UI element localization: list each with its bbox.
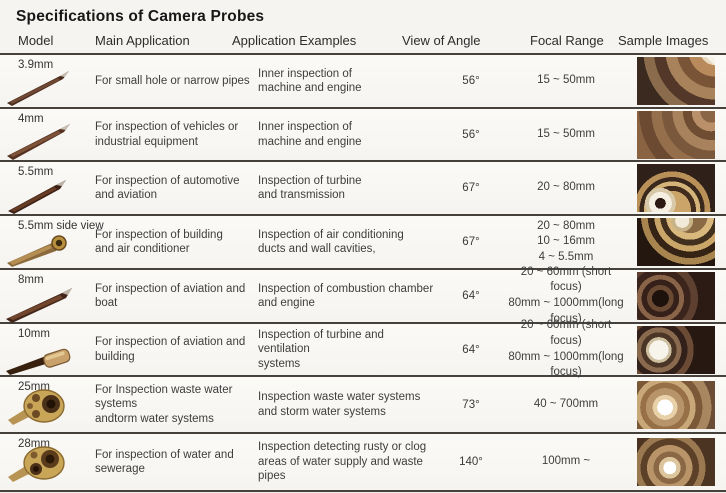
application-examples: Inspection waste water systems and storm… xyxy=(258,391,421,418)
page-title: Specifications of Camera Probes xyxy=(16,8,265,25)
focal-range: 40 ~ 700mm xyxy=(533,397,599,410)
main-application: For inspection of vehicles or industrial… xyxy=(95,121,239,148)
view-of-angle: 64° xyxy=(462,343,480,356)
focal-range: 20 ~ 80mm xyxy=(537,181,595,194)
pipe-interior-photo xyxy=(637,164,715,212)
sample-image-cell xyxy=(625,377,726,432)
main-application: For inspection of aviation and boat xyxy=(95,282,246,309)
main-application: For Inspection waste water systems andto… xyxy=(95,383,233,425)
model-label: 5.5mm side view xyxy=(18,220,104,232)
sample-image-cell xyxy=(625,434,726,490)
pipe-interior-photo xyxy=(637,218,715,266)
view-of-angle: 67° xyxy=(462,182,480,194)
side-view-probe-icon xyxy=(7,235,67,267)
application-examples: Inspection of turbine and ventilation sy… xyxy=(258,328,384,370)
focal-range: 15 ~ 50mm xyxy=(537,74,595,87)
sample-image-cell xyxy=(625,109,726,160)
sample-image-cell xyxy=(625,216,726,268)
needle-probe-icon xyxy=(8,180,66,214)
model-cell: 8mm xyxy=(0,270,95,323)
sample-image-cell xyxy=(625,162,726,214)
table-row: 3.9mm For small hole or narrow pipes Inn… xyxy=(0,53,726,107)
main-application: For small hole or narrow pipes xyxy=(95,74,250,87)
model-cell: 25mm xyxy=(0,377,95,432)
focal-range: 20 ~ 60mm (short focus) 80mm ~ 1000mm(lo… xyxy=(508,319,624,379)
model-label: 4mm xyxy=(18,113,44,125)
application-examples: Inner inspection of machine and engine xyxy=(258,67,362,94)
table-row: 25mm For Inspection waste water systems … xyxy=(0,375,726,432)
view-of-angle: 140° xyxy=(459,456,483,468)
pipe-interior-photo xyxy=(637,325,715,374)
sample-image-cell xyxy=(625,55,726,107)
table-header-row: Model Main Application Application Examp… xyxy=(0,33,726,53)
application-examples: Inspection of combustion chamber and eng… xyxy=(258,282,434,309)
pipe-interior-photo xyxy=(637,272,715,320)
column-header-main-application: Main Application xyxy=(95,33,190,48)
column-header-application-examples: Application Examples xyxy=(232,33,357,48)
camera-head-probe-icon xyxy=(8,389,65,425)
application-examples: Inspection of turbine and transmission xyxy=(258,174,362,201)
needle-probe-icon xyxy=(7,71,69,106)
view-of-angle: 64° xyxy=(462,290,480,302)
focal-range: 15 ~ 50mm xyxy=(537,127,595,140)
camera-head-probe-icon xyxy=(8,446,65,482)
column-header-view-of-angle: View of Angle xyxy=(402,33,481,48)
spec-table: 3.9mm For small hole or narrow pipes Inn… xyxy=(0,53,726,492)
sample-image-cell xyxy=(625,324,726,375)
model-cell: 3.9mm xyxy=(0,55,95,107)
view-of-angle: 67° xyxy=(462,236,480,248)
pipe-interior-photo xyxy=(637,57,715,105)
needle-probe-icon xyxy=(6,288,72,323)
table-row: 8mm For inspection of aviation and boat … xyxy=(0,265,726,325)
table-row: 5.5mm For inspection of automotive and a… xyxy=(0,160,726,214)
model-cell: 4mm xyxy=(0,109,95,160)
table-row: 28mm For inspection of water and sewerag… xyxy=(0,432,726,490)
column-header-model: Model xyxy=(18,33,54,48)
capped-probe-icon xyxy=(6,348,71,375)
view-of-angle: 56° xyxy=(462,75,480,87)
model-cell: 5.5mm xyxy=(0,162,95,214)
model-label: 5.5mm xyxy=(18,166,54,178)
focal-range: 100mm ~ xyxy=(541,455,591,468)
view-of-angle: 56° xyxy=(462,128,480,141)
main-application: For inspection of automotive and aviatio… xyxy=(95,174,240,201)
application-examples: Inner inspection of machine and engine xyxy=(258,121,362,148)
main-application: For inspection of aviation and building xyxy=(95,336,246,363)
focal-range: 20 ~ 60mm (short focus) 80mm ~ 1000mm(lo… xyxy=(508,265,624,325)
pipe-interior-photo xyxy=(637,380,715,429)
main-application: For inspection of building and air condi… xyxy=(95,228,223,255)
table-row: 5.5mm side view For inspection of buildi… xyxy=(0,214,726,268)
model-cell: 5.5mm side view xyxy=(0,216,104,268)
main-application: For inspection of water and sewerage xyxy=(95,448,234,475)
view-of-angle: 73° xyxy=(462,398,480,411)
model-label: 3.9mm xyxy=(18,59,54,71)
needle-probe-icon xyxy=(7,124,70,160)
focal-range: 20 ~ 80mm 10 ~ 16mm 4 ~ 5.5mm xyxy=(537,219,595,263)
table-row: 4mm For inspection of vehicles or indust… xyxy=(0,107,726,160)
model-cell: 28mm xyxy=(0,434,95,490)
application-examples: Inspection detecting rusty or clog areas… xyxy=(258,441,427,483)
column-header-focal-range: Focal Range xyxy=(530,33,604,48)
model-label: 8mm xyxy=(18,274,44,286)
pipe-interior-photo xyxy=(637,438,715,486)
pipe-interior-photo xyxy=(637,110,715,159)
column-header-sample-images: Sample Images xyxy=(618,33,709,48)
model-cell: 10mm xyxy=(0,324,95,375)
model-label: 10mm xyxy=(18,328,50,340)
application-examples: Inspection of air conditioning ducts and… xyxy=(258,228,404,255)
table-row: 10mm For inspection of aviation and buil… xyxy=(0,319,726,379)
sample-image-cell xyxy=(625,270,726,322)
